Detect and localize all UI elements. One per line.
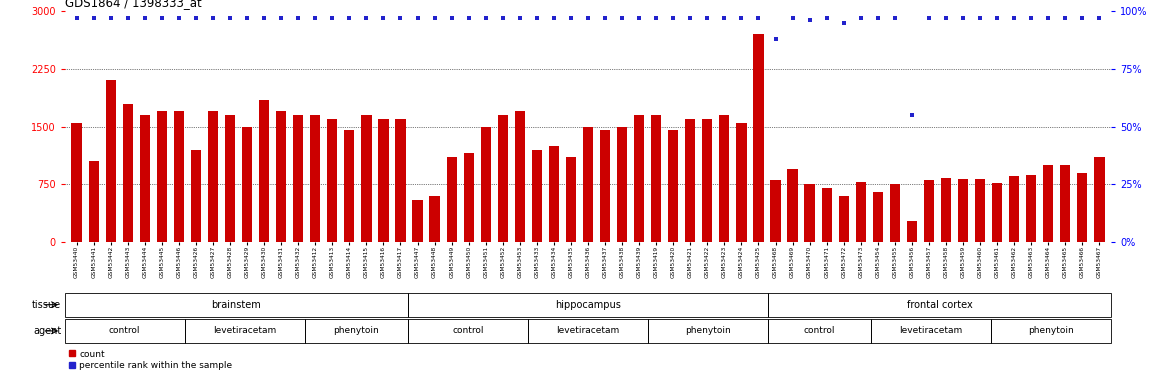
Bar bbox=[890, 184, 900, 242]
Bar bbox=[754, 34, 763, 242]
Bar bbox=[1009, 176, 1020, 242]
Bar bbox=[873, 192, 883, 242]
Text: hippocampus: hippocampus bbox=[555, 300, 621, 310]
Text: control: control bbox=[109, 326, 140, 335]
Text: control: control bbox=[452, 326, 483, 335]
Bar bbox=[327, 119, 338, 242]
Bar bbox=[668, 130, 679, 242]
Bar bbox=[174, 111, 183, 242]
Bar bbox=[702, 119, 713, 242]
Bar bbox=[191, 150, 201, 242]
Bar bbox=[686, 119, 695, 242]
Text: phenytoin: phenytoin bbox=[686, 326, 731, 335]
Text: GDS1864 / 1398333_at: GDS1864 / 1398333_at bbox=[65, 0, 201, 9]
Bar bbox=[958, 179, 968, 242]
Bar bbox=[140, 115, 149, 242]
Bar bbox=[634, 115, 644, 242]
Bar bbox=[1095, 158, 1104, 242]
Bar bbox=[924, 180, 934, 242]
Bar bbox=[617, 127, 627, 242]
Bar bbox=[379, 119, 388, 242]
Bar bbox=[361, 115, 372, 242]
Bar bbox=[856, 182, 866, 242]
Text: levetiracetam: levetiracetam bbox=[213, 326, 276, 335]
Bar bbox=[907, 221, 917, 242]
Bar bbox=[310, 115, 320, 242]
Bar bbox=[225, 115, 235, 242]
Legend: count, percentile rank within the sample: count, percentile rank within the sample bbox=[69, 350, 232, 370]
Text: frontal cortex: frontal cortex bbox=[907, 300, 973, 310]
Text: tissue: tissue bbox=[32, 300, 61, 310]
Text: phenytoin: phenytoin bbox=[334, 326, 379, 335]
Text: brainstem: brainstem bbox=[212, 300, 261, 310]
Bar bbox=[788, 169, 797, 242]
Bar bbox=[652, 115, 661, 242]
Bar bbox=[515, 111, 524, 242]
Bar bbox=[1077, 172, 1088, 242]
Bar bbox=[720, 115, 729, 242]
Bar bbox=[208, 111, 218, 242]
Bar bbox=[88, 161, 99, 242]
Bar bbox=[975, 179, 985, 242]
Text: levetiracetam: levetiracetam bbox=[900, 326, 963, 335]
Bar bbox=[106, 81, 115, 242]
Bar bbox=[583, 127, 593, 242]
Bar bbox=[447, 158, 456, 242]
Bar bbox=[72, 123, 81, 242]
Bar bbox=[413, 200, 422, 242]
Bar bbox=[838, 196, 849, 242]
Bar bbox=[1043, 165, 1054, 242]
Bar bbox=[463, 153, 474, 242]
Bar bbox=[497, 115, 508, 242]
Bar bbox=[993, 183, 1002, 242]
Bar bbox=[345, 130, 354, 242]
Bar bbox=[1061, 165, 1070, 242]
Text: phenytoin: phenytoin bbox=[1028, 326, 1074, 335]
Bar bbox=[566, 158, 576, 242]
Bar bbox=[549, 146, 559, 242]
Bar bbox=[395, 119, 406, 242]
Bar bbox=[736, 123, 747, 242]
Text: levetiracetam: levetiracetam bbox=[556, 326, 620, 335]
Bar bbox=[532, 150, 542, 242]
Text: agent: agent bbox=[33, 326, 61, 336]
Bar bbox=[259, 100, 269, 242]
Bar bbox=[429, 196, 440, 242]
Text: control: control bbox=[804, 326, 835, 335]
Bar bbox=[600, 130, 610, 242]
Bar bbox=[941, 178, 951, 242]
Bar bbox=[822, 188, 831, 242]
Bar bbox=[770, 180, 781, 242]
Bar bbox=[1027, 175, 1036, 242]
Bar bbox=[293, 115, 303, 242]
Bar bbox=[276, 111, 286, 242]
Bar bbox=[156, 111, 167, 242]
Bar bbox=[122, 104, 133, 242]
Bar bbox=[804, 184, 815, 242]
Bar bbox=[242, 127, 252, 242]
Bar bbox=[481, 127, 490, 242]
